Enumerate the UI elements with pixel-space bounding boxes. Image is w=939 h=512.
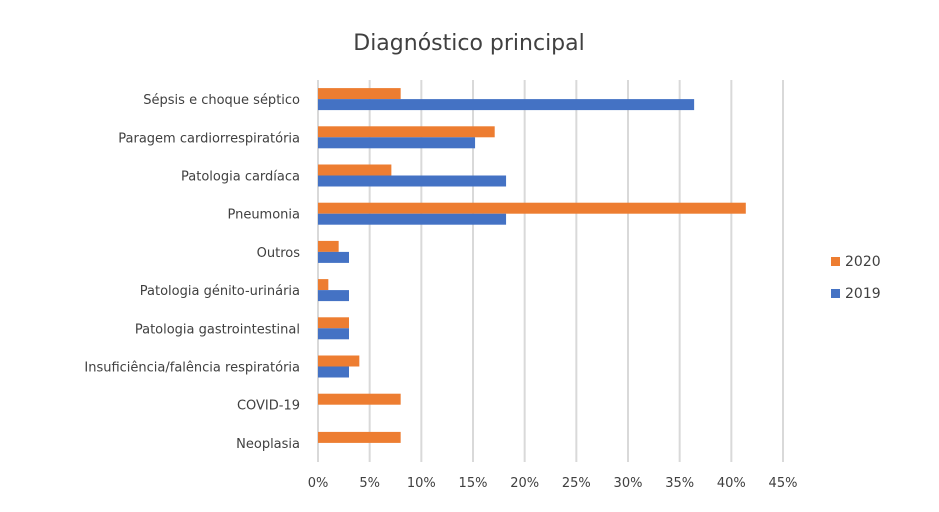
legend-swatch-2020 <box>831 257 840 266</box>
bar-2020 <box>318 317 349 329</box>
category-label: Sépsis e choque séptico <box>143 93 300 108</box>
bar-2020 <box>318 88 401 100</box>
bar-2020 <box>318 126 495 138</box>
category-label: Outros <box>257 246 301 261</box>
category-label: Neoplasia <box>236 437 300 452</box>
legend-label-2020: 2020 <box>845 254 881 270</box>
bar-2019 <box>318 251 349 263</box>
x-tick-labels: 0% 5% 10% 15% 20% 25% 30% 35% 40% 45% <box>308 476 798 491</box>
x-tick-label: 30% <box>614 476 643 491</box>
category-label: Pneumonia <box>227 208 300 223</box>
bar-2019 <box>318 366 349 378</box>
chart-title: Diagnóstico principal <box>353 31 584 56</box>
legend-swatch-2019 <box>831 289 840 298</box>
bars <box>318 88 746 443</box>
category-labels: Sépsis e choque séptico Paragem cardiorre… <box>84 93 300 452</box>
x-tick-label: 10% <box>407 476 436 491</box>
x-tick-label: 20% <box>510 476 539 491</box>
bar-2020 <box>318 355 360 367</box>
x-tick-label: 25% <box>562 476 591 491</box>
bar-2019 <box>318 213 507 225</box>
category-label: Paragem cardiorrespiratória <box>118 131 300 146</box>
x-tick-label: 40% <box>717 476 746 491</box>
bar-2019 <box>318 290 349 302</box>
category-label: COVID-19 <box>237 399 300 414</box>
bar-2020 <box>318 202 746 214</box>
x-tick-label: 0% <box>308 476 329 491</box>
x-tick-label: 5% <box>359 476 380 491</box>
category-label: Insuficiência/falência respiratória <box>84 361 300 376</box>
category-label: Patologia gastrointestinal <box>135 322 300 337</box>
bar-2020 <box>318 164 392 176</box>
x-tick-label: 35% <box>665 476 694 491</box>
category-label: Patologia génito-urinária <box>140 284 300 299</box>
bar-2020 <box>318 240 339 252</box>
bar-2019 <box>318 328 349 340</box>
bar-2019 <box>318 175 507 187</box>
bar-2019 <box>318 137 476 149</box>
bar-2020 <box>318 431 401 443</box>
legend-label-2019: 2019 <box>845 286 881 302</box>
x-tick-label: 45% <box>769 476 798 491</box>
bar-2020 <box>318 393 401 405</box>
bar-2020 <box>318 279 329 291</box>
category-label: Patologia cardíaca <box>181 170 300 185</box>
bar-2019 <box>318 99 695 111</box>
x-tick-label: 15% <box>459 476 488 491</box>
legend: 2020 2019 <box>831 254 881 302</box>
